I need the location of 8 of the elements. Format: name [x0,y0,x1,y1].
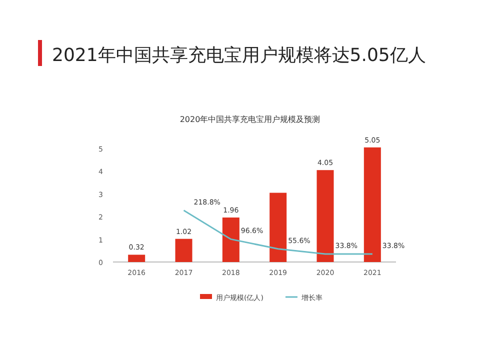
chart-subtitle: 2020年中国共享充电宝用户规模及预测 [180,115,320,124]
chart-title: 2021年中国共享充电宝用户规模将达5.05亿人 [52,45,426,66]
bar [270,192,287,262]
bar [128,254,146,262]
bar [316,170,334,262]
bar [175,238,192,262]
bar [222,218,240,262]
bar [364,147,381,262]
